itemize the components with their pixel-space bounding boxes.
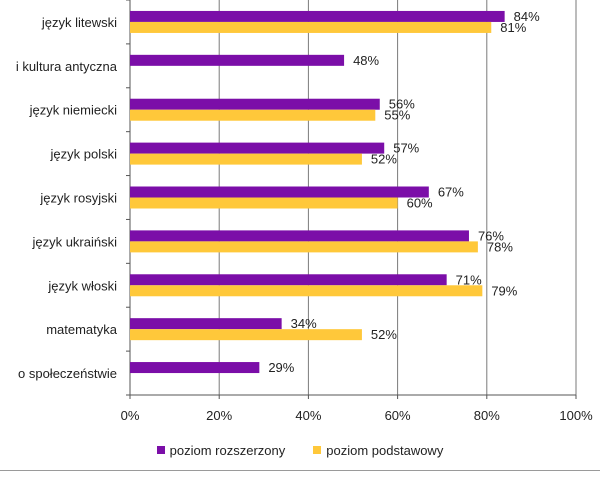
bar-2-język-włoski <box>130 285 483 297</box>
category-label-język-polski: język polski <box>50 147 118 162</box>
category-label-matematyka: matematyka <box>46 322 118 337</box>
data-label-1-język-włoski: 71% <box>456 272 482 287</box>
data-label-1-i-kultura-antyczna: 48% <box>353 53 379 68</box>
bar-1-język-polski <box>130 142 385 154</box>
data-label-2-język-ukraiński: 78% <box>487 239 513 254</box>
category-label-język-włoski: język włoski <box>47 278 117 293</box>
legend-label-series-1: poziom rozszerzony <box>169 442 286 458</box>
legend-swatch-series-2 <box>313 446 322 454</box>
data-label-2-matematyka: 52% <box>371 327 397 342</box>
data-label-1-język-polski: 57% <box>393 141 419 156</box>
data-label-1-język-ukraiński: 76% <box>478 228 504 243</box>
legend: poziom rozszerzony poziom podstawowy <box>0 441 600 459</box>
bar-1-język-niemiecki <box>130 98 380 110</box>
data-label-1-matematyka: 34% <box>291 316 317 331</box>
bar-2-język-litewski <box>130 21 492 33</box>
bar-2-język-niemiecki <box>130 109 376 121</box>
bar-1-o-społeczeństwie <box>130 362 260 374</box>
bar-2-język-polski <box>130 153 362 165</box>
bar-1-język-rosyjski <box>130 186 429 198</box>
bar-1-język-ukraiński <box>130 230 469 242</box>
legend-label-series-2: poziom podstawowy <box>326 442 444 458</box>
bar-1-matematyka <box>130 318 282 330</box>
category-label-o-społeczeństwie: o społeczeństwie <box>18 366 117 381</box>
x-tick-label-100: 100% <box>559 408 593 423</box>
category-label-język-rosyjski: język rosyjski <box>39 191 117 206</box>
data-label-2-język-niemiecki: 55% <box>384 108 410 123</box>
bar-1-język-włoski <box>130 274 447 286</box>
bar-2-język-ukraiński <box>130 241 478 253</box>
category-label-język-litewski: język litewski <box>41 15 117 30</box>
category-label-język-niemiecki: język niemiecki <box>29 103 118 118</box>
legend-item-series-1: poziom rozszerzony <box>156 442 286 458</box>
category-label-i-kultura-antyczna: i kultura antyczna <box>16 59 118 74</box>
data-label-1-język-litewski: 84% <box>514 9 540 24</box>
bar-1-język-litewski <box>130 10 505 22</box>
bar-2-matematyka <box>130 329 362 341</box>
data-label-2-język-litewski: 81% <box>500 20 526 35</box>
x-tick-label-60: 60% <box>385 408 411 423</box>
x-tick-label-80: 80% <box>474 408 500 423</box>
x-tick-label-0: 0% <box>121 408 140 423</box>
data-label-2-język-włoski: 79% <box>491 283 517 298</box>
data-label-2-język-rosyjski: 60% <box>407 196 433 211</box>
legend-swatch-series-1 <box>156 446 165 454</box>
data-label-1-o-społeczeństwie: 29% <box>268 360 294 375</box>
data-label-2-język-polski: 52% <box>371 152 397 167</box>
data-label-1-język-niemiecki: 56% <box>389 97 415 112</box>
bar-1-i-kultura-antyczna <box>130 54 345 66</box>
bottom-rule <box>0 470 600 471</box>
bar-2-język-rosyjski <box>130 197 398 209</box>
category-label-język-ukraiński: język ukraiński <box>31 234 117 249</box>
x-tick-label-20: 20% <box>206 408 232 423</box>
data-label-1-język-rosyjski: 67% <box>438 185 464 200</box>
legend-item-series-2: poziom podstawowy <box>313 443 443 458</box>
x-tick-label-40: 40% <box>295 408 321 423</box>
